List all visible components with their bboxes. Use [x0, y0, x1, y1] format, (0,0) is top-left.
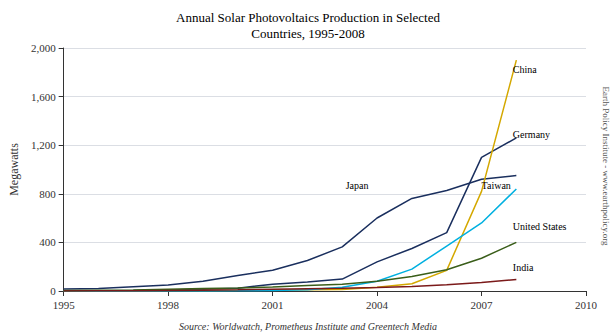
svg-text:Megawatts: Megawatts — [7, 143, 21, 196]
svg-text:2,000: 2,000 — [31, 42, 56, 54]
svg-text:2010: 2010 — [575, 299, 598, 311]
svg-text:0: 0 — [50, 285, 56, 297]
svg-text:Earth Policy Institute - www.e: Earth Policy Institute - www.earthpolicy… — [601, 86, 611, 246]
svg-text:Source: Worldwatch, Prometheus: Source: Worldwatch, Prometheus Institute… — [179, 321, 437, 332]
svg-text:400: 400 — [39, 236, 56, 248]
svg-text:Germany: Germany — [513, 129, 550, 140]
svg-text:United States: United States — [513, 221, 567, 232]
svg-text:Japan: Japan — [346, 180, 369, 191]
svg-text:China: China — [513, 64, 537, 75]
svg-text:1,200: 1,200 — [31, 139, 56, 151]
svg-text:India: India — [513, 262, 534, 273]
svg-text:2001: 2001 — [262, 299, 284, 311]
svg-text:Taiwan: Taiwan — [482, 180, 511, 191]
svg-text:800: 800 — [39, 188, 56, 200]
svg-text:Annual Solar Photovoltaics Pro: Annual Solar Photovoltaics Production in… — [176, 10, 440, 25]
svg-text:1,600: 1,600 — [31, 91, 56, 103]
svg-text:Countries, 1995-2008: Countries, 1995-2008 — [251, 26, 364, 41]
svg-text:2004: 2004 — [366, 299, 389, 311]
svg-text:1998: 1998 — [157, 299, 180, 311]
svg-text:2007: 2007 — [471, 299, 494, 311]
svg-text:1995: 1995 — [53, 299, 76, 311]
